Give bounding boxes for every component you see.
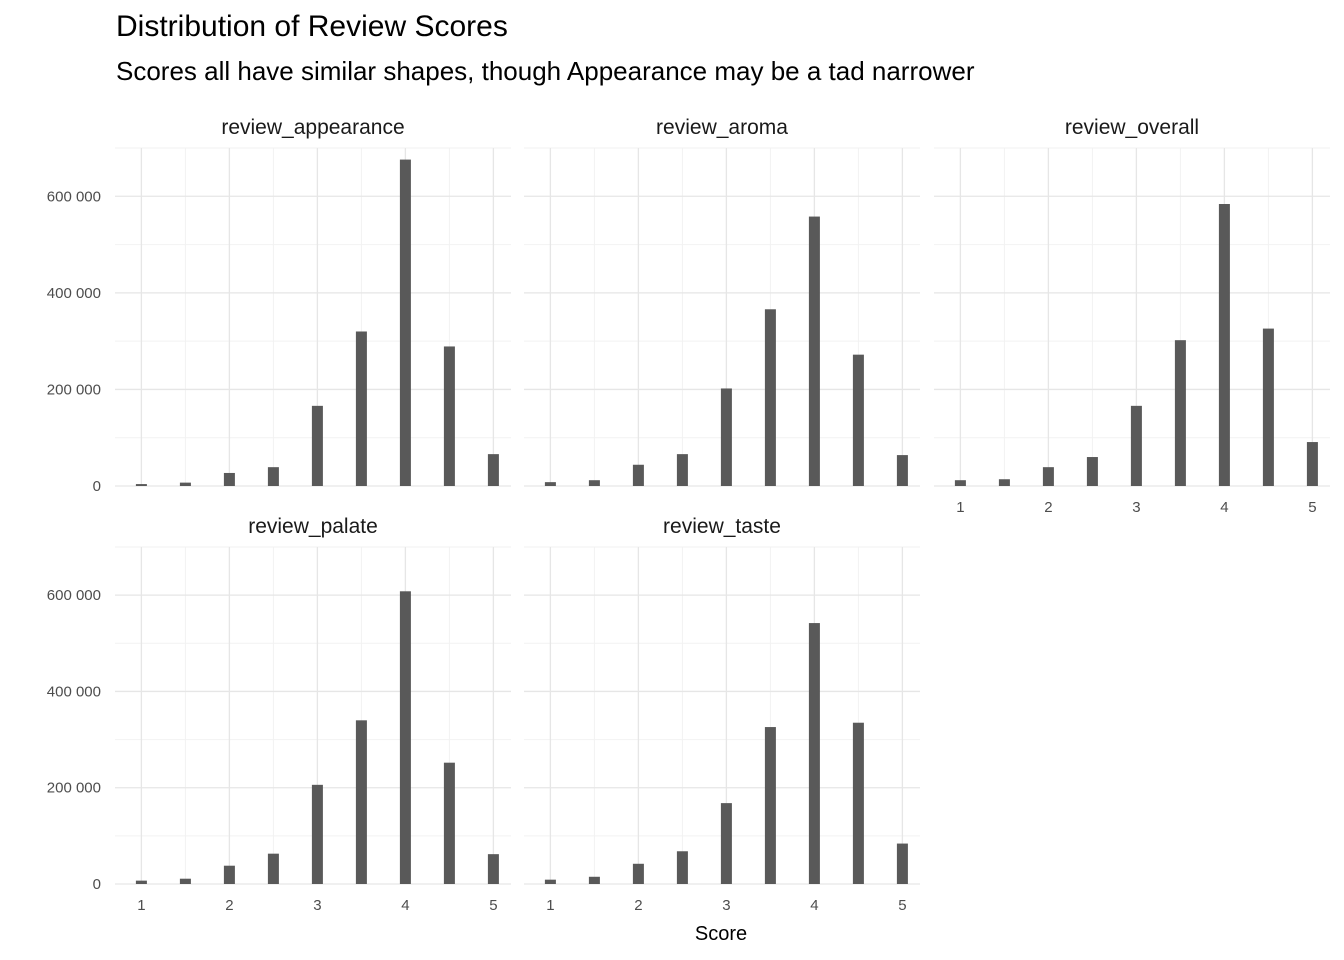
bar [544,879,556,884]
facet-review_overall: review_overall 1 2 3 4 5 [934,116,1330,516]
bar [896,843,908,884]
x-tick-label: 1 [546,897,554,914]
x-tick-label: 4 [401,897,409,914]
bar [808,623,820,884]
bar [487,854,499,884]
x-tick-label: 3 [1132,499,1140,516]
x-axis-label: Score [695,923,747,945]
bar [311,784,323,884]
bar [1086,457,1098,486]
bar [676,454,688,486]
bar [852,722,864,884]
x-tick-label: 5 [898,897,906,914]
bar [311,405,323,486]
bar [443,762,455,884]
facet-title: review_palate [248,515,378,538]
facet-review_appearance: review_appearance 0 200 000 400 000 600 000 [47,116,511,495]
bar [443,346,455,486]
bar [998,479,1010,486]
x-tick-label: 5 [1308,499,1316,516]
x-tick-label: 2 [225,897,233,914]
x-tick-label: 2 [1044,499,1052,516]
bar [954,480,966,486]
facet-review_aroma: review_aroma [524,116,920,487]
y-tick-label: 600 000 [47,587,101,604]
y-tick-label: 0 [93,876,101,893]
chart-title: Distribution of Review Scores [116,10,508,43]
bar [135,484,147,486]
bar [632,863,644,884]
bar [896,455,908,486]
bar [808,216,820,486]
x-tick-label: 1 [956,499,964,516]
bar [1306,442,1318,486]
bar [179,482,191,486]
bar [399,591,411,884]
y-tick-label: 200 000 [47,780,101,797]
y-tick-label: 200 000 [47,381,101,398]
bar [764,309,776,486]
bar [1262,328,1274,486]
bar [355,720,367,884]
bar [676,851,688,884]
bar [764,727,776,884]
bar [1042,467,1054,486]
x-tick-label: 3 [313,897,321,914]
x-tick-label: 1 [137,897,145,914]
chart-subtitle: Scores all have similar shapes, though A… [116,56,975,86]
facet-review_palate: review_palate 0 200 000 400 000 600 000 1 2 3 4 5 [47,515,511,914]
bar [544,482,556,486]
bar [267,853,279,884]
bar [720,803,732,884]
y-tick-label: 400 000 [47,285,101,302]
bar [223,865,235,884]
bar [720,388,732,486]
bar [1130,405,1142,486]
y-tick-label: 400 000 [47,683,101,700]
bar [135,880,147,884]
bar [487,454,499,486]
bar [223,472,235,486]
x-tick-label: 5 [489,897,497,914]
x-tick-label: 3 [722,897,730,914]
facet-review_taste: review_taste 1 2 3 4 5 [524,515,920,914]
bar [1218,204,1230,487]
bar [852,354,864,486]
bar [399,159,411,487]
x-tick-label: 4 [1220,499,1228,516]
facet-title: review_appearance [221,116,404,139]
facet-title: review_taste [663,515,781,538]
y-tick-label: 600 000 [47,188,101,205]
bar [632,464,644,486]
bar [355,331,367,486]
bar [179,878,191,884]
bar [267,467,279,486]
x-tick-label: 4 [810,897,818,914]
bar [588,480,600,486]
bar [1174,340,1186,486]
bar [588,876,600,884]
facet-title: review_aroma [656,116,788,139]
facet-title: review_overall [1065,116,1199,139]
x-tick-label: 2 [634,897,642,914]
y-tick-label: 0 [93,478,101,495]
